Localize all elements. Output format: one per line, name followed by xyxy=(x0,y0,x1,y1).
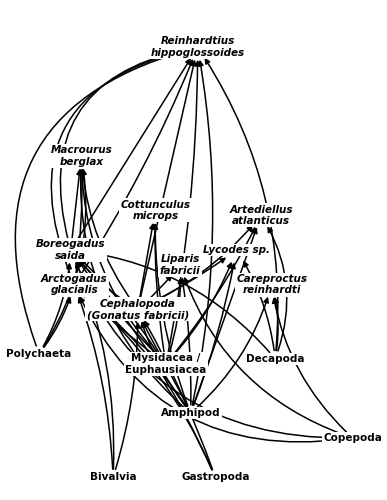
Text: Mysidacea /
Euphausiacea: Mysidacea / Euphausiacea xyxy=(125,353,207,374)
Text: Lycodes sp.: Lycodes sp. xyxy=(203,245,270,255)
Text: Gastropoda: Gastropoda xyxy=(181,472,250,482)
Text: Decapoda: Decapoda xyxy=(246,354,305,364)
Text: Amphipod: Amphipod xyxy=(161,408,221,418)
Text: Macrourus
berglax: Macrourus berglax xyxy=(50,146,112,167)
Text: Boreogadus
saida: Boreogadus saida xyxy=(36,239,106,261)
Text: Copepoda: Copepoda xyxy=(323,433,382,443)
Text: Cottunculus
microps: Cottunculus microps xyxy=(120,200,190,221)
Text: Reinhardtius
hippoglossoides: Reinhardtius hippoglossoides xyxy=(151,36,245,58)
Text: Liparis
fabricii: Liparis fabricii xyxy=(160,254,200,276)
Text: Bivalvia: Bivalvia xyxy=(90,472,136,482)
Text: Cephalopoda
(Gonatus fabricii): Cephalopoda (Gonatus fabricii) xyxy=(87,298,189,320)
Text: Artediellus
atlanticus: Artediellus atlanticus xyxy=(229,204,293,226)
Text: Polychaeta: Polychaeta xyxy=(7,349,72,359)
Text: Careproctus
reinhardti: Careproctus reinhardti xyxy=(236,274,307,295)
Text: Arctogadus
glacialis: Arctogadus glacialis xyxy=(41,274,108,295)
